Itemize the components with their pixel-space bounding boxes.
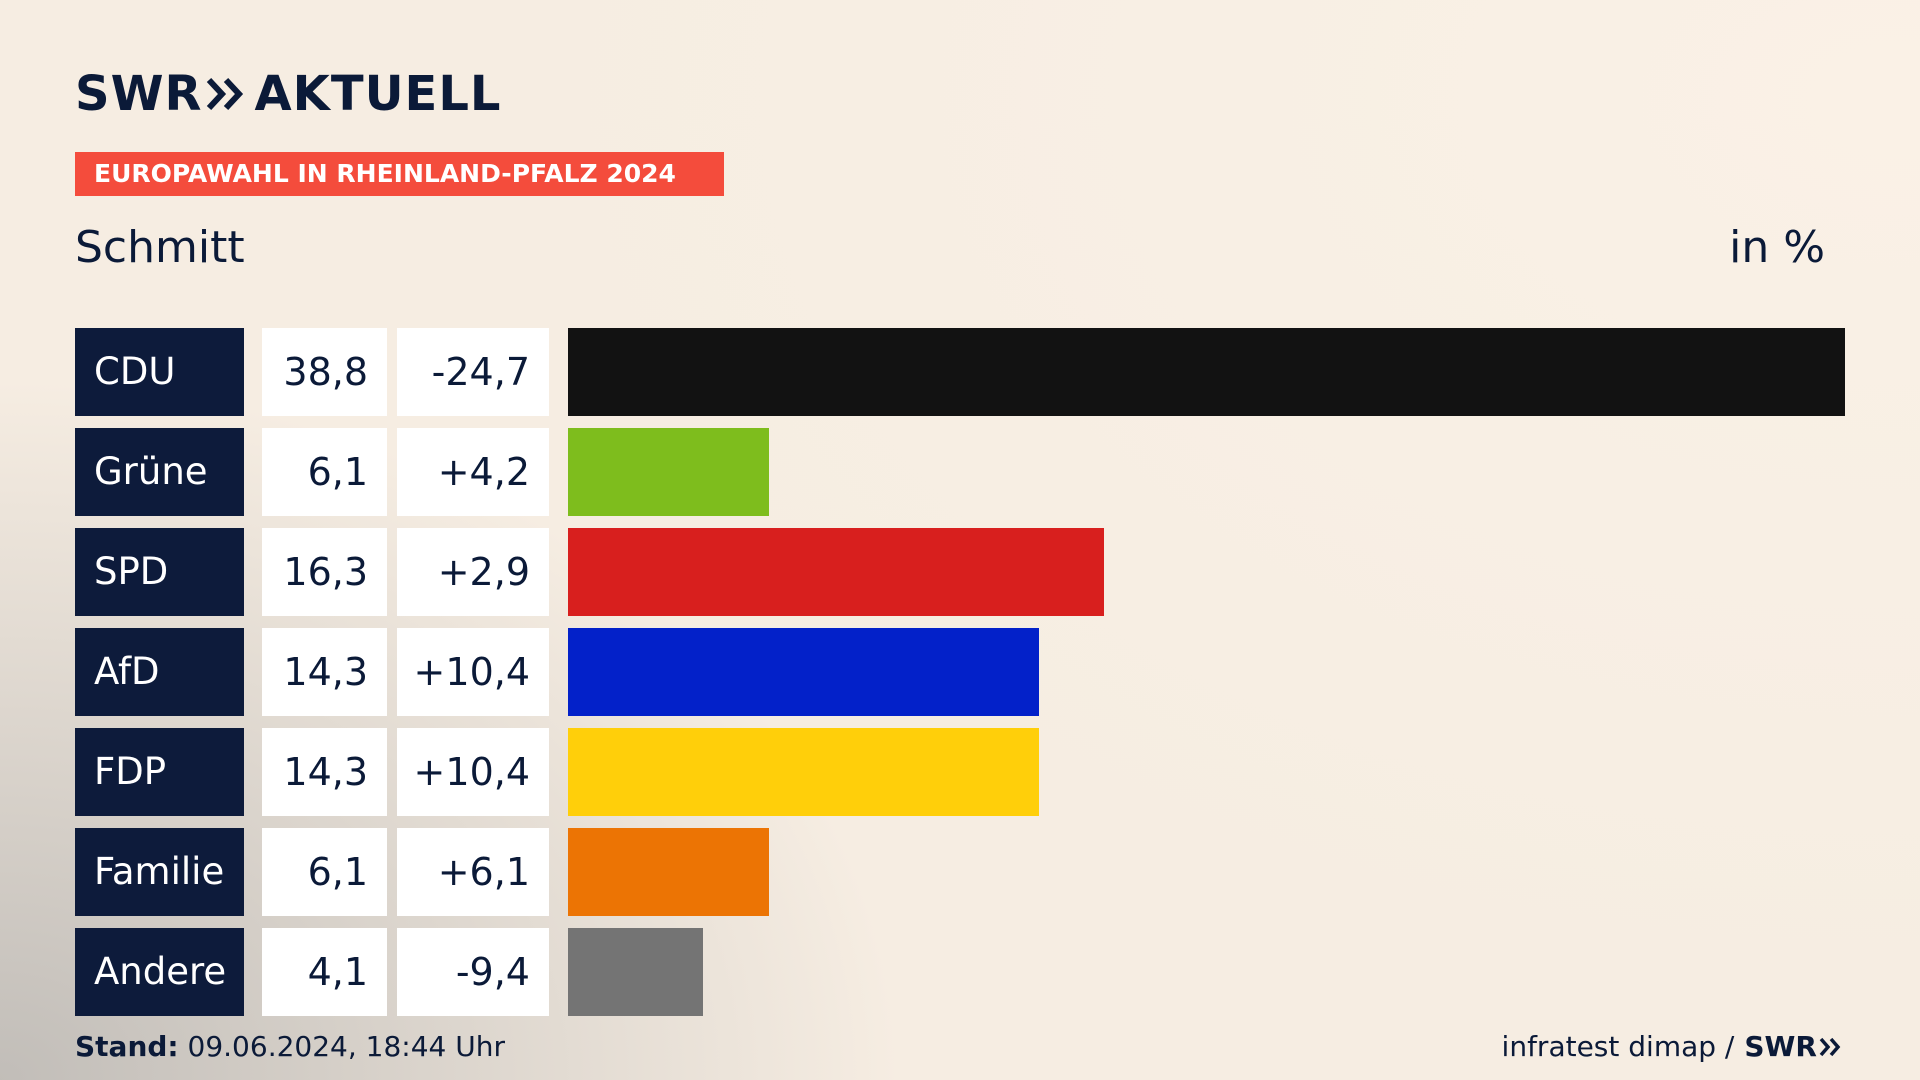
footer-swr-text: SWR bbox=[1744, 1030, 1817, 1063]
bar-fdp bbox=[568, 728, 1039, 816]
value-label-grüne: 6,1 bbox=[262, 428, 387, 516]
swr-aktuell-logo: SWR AKTUELL bbox=[75, 66, 502, 122]
bar-grüne bbox=[568, 428, 769, 516]
party-label-grüne: Grüne bbox=[75, 428, 244, 516]
diff-label-afd: +10,4 bbox=[397, 628, 549, 716]
diff-label-familie: +6,1 bbox=[397, 828, 549, 916]
chart-title: Schmitt bbox=[75, 222, 245, 273]
party-label-cdu: CDU bbox=[75, 328, 244, 416]
party-label-andere: Andere bbox=[75, 928, 244, 1016]
party-label-afd: AfD bbox=[75, 628, 244, 716]
bar-familie bbox=[568, 828, 769, 916]
value-label-spd: 16,3 bbox=[262, 528, 387, 616]
diff-label-fdp: +10,4 bbox=[397, 728, 549, 816]
source-credit: infratest dimap / SWR bbox=[1502, 1030, 1843, 1063]
bar-cdu bbox=[568, 328, 1845, 416]
diff-label-andere: -9,4 bbox=[397, 928, 549, 1016]
bar-afd bbox=[568, 628, 1039, 716]
party-label-spd: SPD bbox=[75, 528, 244, 616]
stand-value: 09.06.2024, 18:44 Uhr bbox=[187, 1030, 505, 1063]
party-label-fdp: FDP bbox=[75, 728, 244, 816]
diff-label-cdu: -24,7 bbox=[397, 328, 549, 416]
source-text: infratest dimap / bbox=[1501, 1030, 1735, 1063]
footer-chevrons-icon bbox=[1819, 1037, 1841, 1056]
election-badge: EUROPAWAHL IN RHEINLAND-PFALZ 2024 bbox=[75, 152, 724, 196]
diff-label-spd: +2,9 bbox=[397, 528, 549, 616]
bar-spd bbox=[568, 528, 1104, 616]
logo-aktuell-text: AKTUELL bbox=[254, 66, 502, 122]
unit-label: in % bbox=[1729, 222, 1825, 273]
bar-andere bbox=[568, 928, 703, 1016]
logo-swr-text: SWR bbox=[75, 66, 203, 122]
diff-label-grüne: +4,2 bbox=[397, 428, 549, 516]
footer-swr-logo: SWR bbox=[1744, 1030, 1843, 1063]
value-label-afd: 14,3 bbox=[262, 628, 387, 716]
timestamp: Stand: 09.06.2024, 18:44 Uhr bbox=[75, 1030, 505, 1063]
value-label-fdp: 14,3 bbox=[262, 728, 387, 816]
party-label-familie: Familie bbox=[75, 828, 244, 916]
chevrons-icon bbox=[206, 76, 246, 112]
stand-label: Stand: bbox=[75, 1030, 179, 1063]
value-label-cdu: 38,8 bbox=[262, 328, 387, 416]
value-label-andere: 4,1 bbox=[262, 928, 387, 1016]
value-label-familie: 6,1 bbox=[262, 828, 387, 916]
